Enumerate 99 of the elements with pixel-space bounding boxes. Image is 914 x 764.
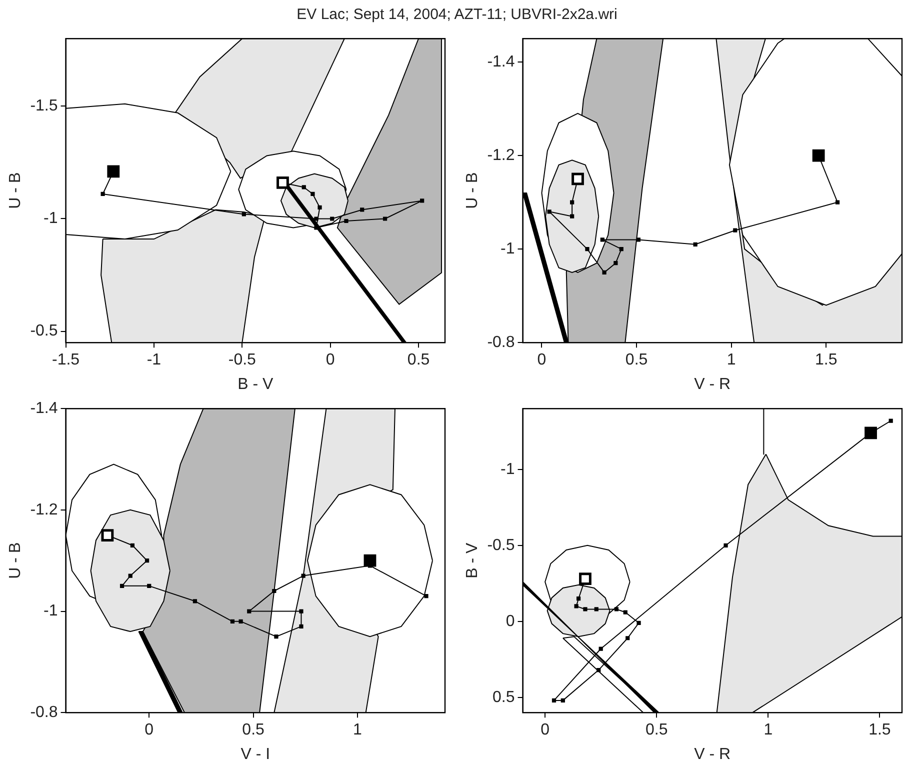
y-tick-label: -1 bbox=[44, 602, 58, 620]
y-tick-label: -1.4 bbox=[487, 53, 515, 70]
point bbox=[636, 620, 641, 625]
y-tick-label: -1.2 bbox=[30, 501, 58, 518]
point bbox=[242, 212, 246, 216]
x-tick-label: 1.5 bbox=[868, 722, 891, 739]
point bbox=[636, 238, 640, 242]
point bbox=[733, 228, 738, 232]
point bbox=[107, 165, 120, 178]
point bbox=[574, 604, 578, 608]
y-tick-label: -0.5 bbox=[487, 536, 515, 554]
point bbox=[364, 554, 376, 567]
point bbox=[594, 607, 598, 612]
point bbox=[596, 668, 601, 672]
x-tick-label: 0 bbox=[326, 352, 335, 369]
point bbox=[693, 242, 698, 246]
point bbox=[302, 185, 306, 190]
point bbox=[192, 599, 198, 604]
point bbox=[276, 176, 289, 189]
point bbox=[570, 214, 574, 218]
point bbox=[330, 216, 334, 221]
x-tick-label: 0.5 bbox=[625, 352, 648, 369]
x-tick-label: 0 bbox=[144, 722, 154, 739]
point bbox=[576, 596, 581, 601]
y-tick-label: -1 bbox=[500, 460, 515, 478]
x-tick-label: 0 bbox=[540, 722, 550, 739]
point bbox=[614, 607, 619, 612]
point bbox=[247, 609, 252, 614]
chart-title: EV Lac; Sept 14, 2004; AZT-11; UBVRI-2x2a.wri bbox=[296, 6, 618, 23]
point bbox=[560, 698, 565, 702]
y-tick-label: -0.5 bbox=[30, 322, 58, 340]
point bbox=[238, 619, 243, 624]
point bbox=[585, 247, 590, 252]
y-axis-title: U - B bbox=[464, 172, 482, 209]
point bbox=[299, 624, 304, 629]
point bbox=[382, 216, 388, 221]
point bbox=[101, 529, 114, 542]
point bbox=[602, 270, 606, 274]
point bbox=[344, 218, 348, 224]
point bbox=[570, 200, 574, 204]
point bbox=[299, 609, 304, 614]
x-tick-label: -0.5 bbox=[228, 352, 256, 369]
point bbox=[552, 698, 556, 702]
point bbox=[583, 607, 588, 612]
x-tick-label: 0.5 bbox=[242, 722, 265, 739]
point bbox=[314, 216, 318, 221]
point bbox=[301, 574, 306, 578]
point bbox=[130, 543, 135, 548]
point bbox=[579, 572, 592, 586]
point bbox=[614, 261, 618, 266]
point bbox=[547, 210, 552, 214]
y-axis-title: U - B bbox=[7, 542, 24, 579]
x-axis-title: B - V bbox=[238, 376, 274, 393]
y-tick-label: -1.5 bbox=[30, 98, 58, 115]
y-tick-label: -1.4 bbox=[30, 400, 58, 418]
point bbox=[230, 619, 235, 624]
x-axis-title: V - I bbox=[240, 746, 270, 763]
point bbox=[835, 200, 840, 204]
point bbox=[100, 192, 105, 196]
point bbox=[274, 634, 278, 639]
x-tick-label: 0.5 bbox=[407, 352, 430, 369]
point bbox=[120, 584, 124, 588]
point bbox=[598, 646, 603, 651]
y-tick-label: -1 bbox=[44, 210, 58, 228]
point bbox=[310, 192, 315, 196]
point bbox=[360, 208, 364, 212]
x-tick-label: 0.5 bbox=[645, 722, 668, 739]
y-tick-label: 0.5 bbox=[492, 688, 515, 706]
x-tick-label: 1 bbox=[726, 352, 736, 369]
point bbox=[600, 238, 604, 242]
point bbox=[128, 574, 132, 578]
x-axis-title: V - R bbox=[694, 746, 731, 763]
point bbox=[572, 172, 584, 186]
y-tick-label: -0.8 bbox=[487, 334, 515, 352]
point bbox=[272, 588, 276, 594]
y-axis-title: U - B bbox=[7, 172, 24, 209]
y-tick-label: -1 bbox=[500, 240, 515, 258]
point bbox=[318, 205, 322, 210]
point bbox=[724, 543, 728, 548]
y-axis-title: B - V bbox=[464, 542, 482, 578]
point bbox=[864, 426, 877, 440]
x-axis-title: V - R bbox=[694, 376, 731, 393]
x-tick-label: 1 bbox=[353, 722, 362, 739]
y-tick-label: 0 bbox=[506, 612, 515, 630]
point bbox=[626, 636, 630, 640]
point bbox=[888, 418, 893, 423]
y-tick-label: -1.2 bbox=[487, 146, 515, 164]
x-tick-label: 1 bbox=[764, 722, 773, 739]
x-tick-label: 0 bbox=[537, 352, 546, 369]
point bbox=[420, 198, 424, 203]
x-tick-label: -1 bbox=[146, 352, 162, 369]
point bbox=[623, 610, 628, 614]
point bbox=[147, 584, 152, 588]
x-tick-label: 1.5 bbox=[815, 352, 838, 369]
point bbox=[812, 149, 825, 162]
point bbox=[619, 247, 624, 252]
point bbox=[424, 594, 428, 598]
y-tick-label: -0.8 bbox=[30, 704, 58, 722]
point bbox=[144, 558, 150, 563]
